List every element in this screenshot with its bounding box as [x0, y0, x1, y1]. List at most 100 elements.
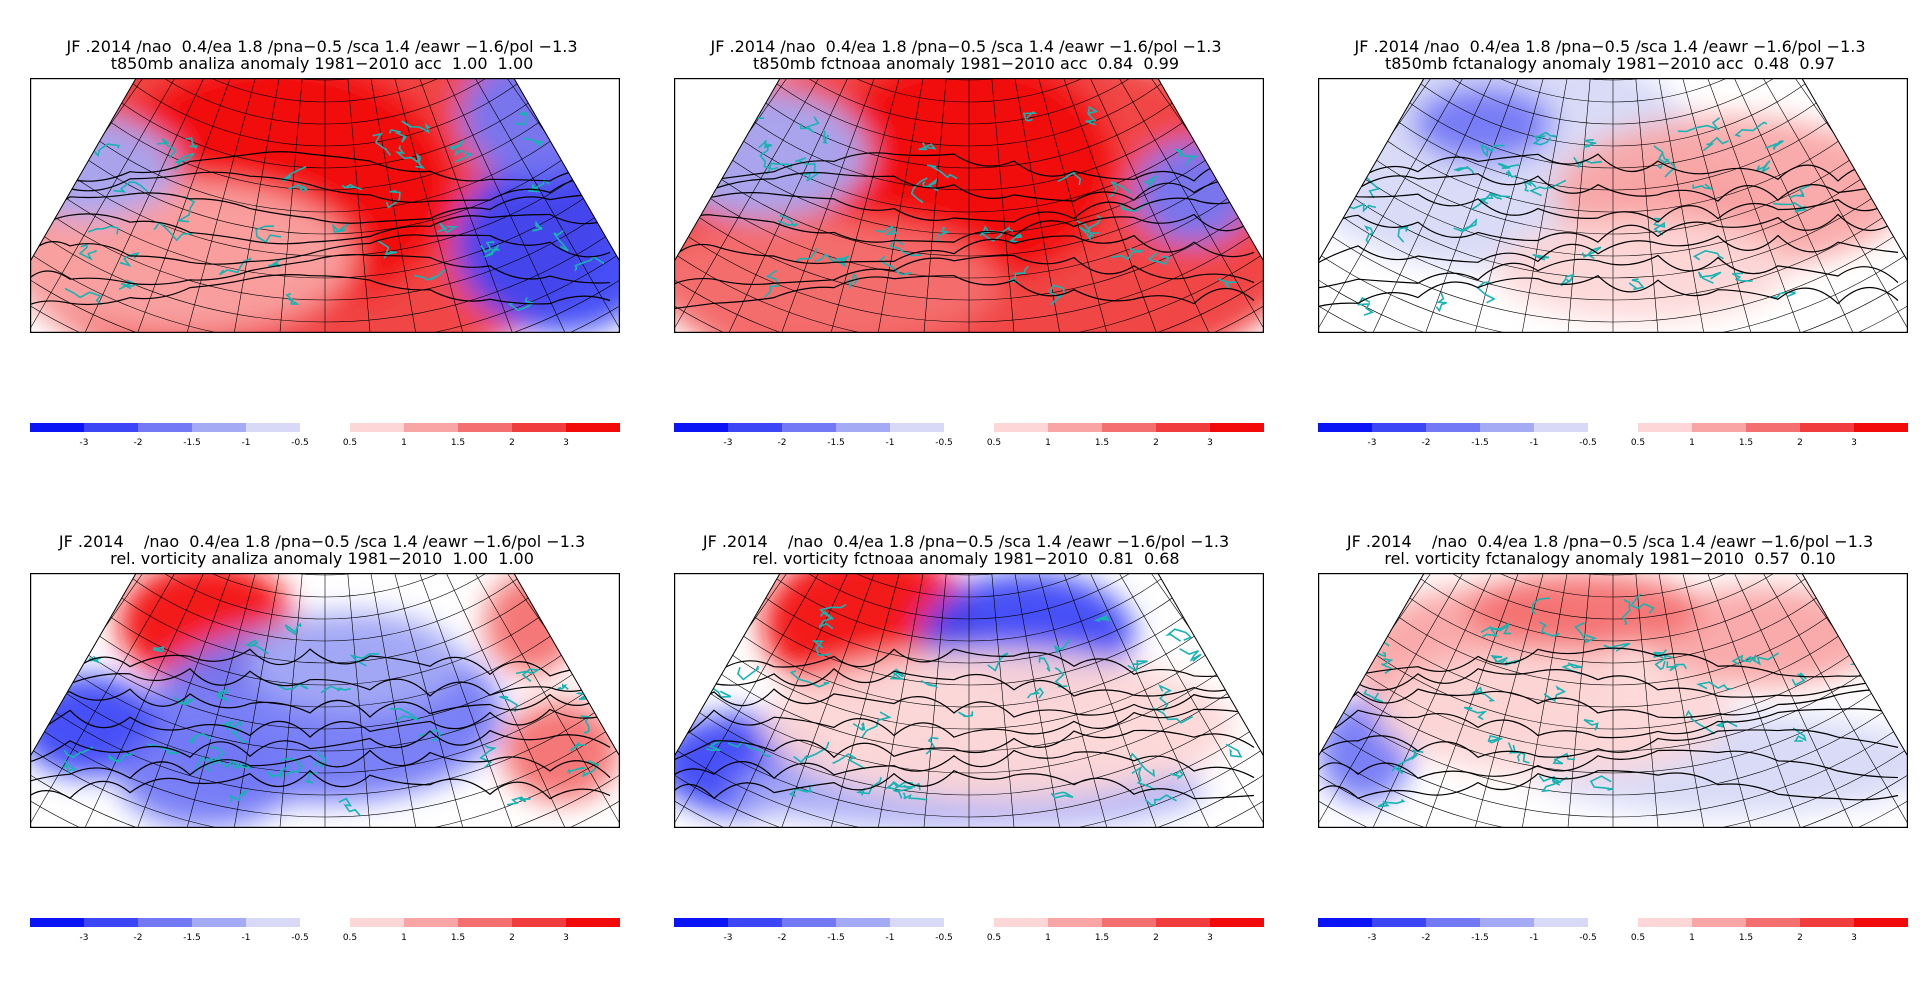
colorbar-swatch-pos [404, 918, 458, 927]
anomaly-map [674, 78, 1264, 333]
colorbar-tick-label: -1.5 [183, 933, 201, 943]
panel-subtitle: t850mb analiza anomaly 1981−2010 acc 1.0… [110, 54, 534, 73]
colorbar-swatch-neg [1534, 918, 1588, 927]
colorbar-swatch-pos [1638, 918, 1692, 927]
colorbar-tick-label: 2 [1153, 438, 1159, 448]
colorbar-tick-label: 1.5 [1739, 933, 1753, 943]
panel-t850-fctnoaa: JF .2014 /nao 0.4/ea 1.8 /pna−0.5 /sca 1… [666, 0, 1266, 448]
colorbar-tick-label: 3 [563, 438, 569, 448]
panel-title: JF .2014 /nao 0.4/ea 1.8 /pna−0.5 /sca 1… [66, 37, 578, 56]
colorbar-swatch-neg [84, 423, 138, 432]
colorbar-tick-label: -1 [242, 438, 251, 448]
colorbar-swatch-neg [30, 423, 84, 432]
colorbar-tick-label: -0.5 [1579, 438, 1597, 448]
colorbar-tick-label: 0.5 [1631, 438, 1645, 448]
colorbar-swatch-pos [1692, 423, 1746, 432]
colorbar-tick-label: 3 [1851, 933, 1857, 943]
panel-subtitle: rel. vorticity fctanalogy anomaly 1981−2… [1384, 549, 1836, 568]
colorbar-tick-label: 3 [1207, 438, 1213, 448]
colorbar-tick-label: 1 [1045, 933, 1051, 943]
colorbar-tick-label: -1 [1530, 933, 1539, 943]
colorbar-swatch-pos [566, 918, 620, 927]
colorbar-tick-label: -3 [80, 438, 89, 448]
colorbar-swatch-neg [30, 918, 84, 927]
colorbar-swatch-neg [1480, 423, 1534, 432]
colorbar-tick-label: 1 [401, 933, 407, 943]
panel-subtitle: rel. vorticity fctnoaa anomaly 1981−2010… [752, 549, 1180, 568]
panel-vort-fctanalogy: JF .2014 /nao 0.4/ea 1.8 /pna−0.5 /sca 1… [1310, 488, 1910, 943]
colorbar-swatch-pos [1102, 918, 1156, 927]
colorbar-swatch-neg [890, 918, 944, 927]
colorbar-swatch-pos [994, 918, 1048, 927]
colorbar-tick-label: -2 [1422, 438, 1431, 448]
anomaly-map [1318, 573, 1908, 828]
colorbar-swatch-neg [138, 423, 192, 432]
colorbar-tick-label: -2 [134, 933, 143, 943]
anomaly-map [674, 573, 1264, 828]
colorbar-swatch-neg [728, 918, 782, 927]
colorbar-tick-label: -0.5 [291, 438, 309, 448]
colorbar-swatch-pos [512, 918, 566, 927]
panel-subtitle: rel. vorticity analiza anomaly 1981−2010… [110, 549, 534, 568]
colorbar-tick-label: -3 [1368, 933, 1377, 943]
colorbar-swatch-pos [1210, 918, 1264, 927]
colorbar-swatch-neg [836, 423, 890, 432]
colorbar-swatch-neg [890, 423, 944, 432]
panel-title: JF .2014 /nao 0.4/ea 1.8 /pna−0.5 /sca 1… [710, 37, 1222, 56]
colorbar-swatch-pos [1854, 423, 1908, 432]
colorbar: -3 -2 -1.5 -1 -0.5 0.5 1 1.5 2 3 [674, 423, 1264, 448]
colorbar-swatch-neg [1372, 423, 1426, 432]
colorbar-swatch-pos [404, 423, 458, 432]
colorbar-tick-label: -1 [242, 933, 251, 943]
colorbar-swatch-pos [1800, 423, 1854, 432]
colorbar-swatch-neg [84, 918, 138, 927]
colorbar-tick-label: -1.5 [1471, 933, 1489, 943]
colorbar-swatch-neg [1318, 423, 1372, 432]
colorbar: -3 -2 -1.5 -1 -0.5 0.5 1 1.5 2 3 [30, 918, 620, 943]
colorbar-swatch-pos [512, 423, 566, 432]
colorbar-tick-label: 2 [509, 438, 515, 448]
anomaly-map [1318, 78, 1908, 333]
colorbar-tick-label: -1.5 [827, 933, 845, 943]
colorbar-tick-label: -2 [778, 438, 787, 448]
panel-title: JF .2014 /nao 0.4/ea 1.8 /pna−0.5 /sca 1… [1354, 37, 1866, 56]
colorbar: -3 -2 -1.5 -1 -0.5 0.5 1 1.5 2 3 [1318, 918, 1908, 943]
colorbar-tick-label: 1 [1689, 933, 1695, 943]
colorbar-swatch-pos [994, 423, 1048, 432]
colorbar-swatch-neg [246, 918, 300, 927]
colorbar-tick-label: 2 [509, 933, 515, 943]
colorbar-swatch-pos [1638, 423, 1692, 432]
colorbar-tick-label: 1.5 [1095, 933, 1109, 943]
colorbar-swatch-pos [1800, 918, 1854, 927]
panel-title: JF .2014 /nao 0.4/ea 1.8 /pna−0.5 /sca 1… [1346, 532, 1874, 551]
colorbar-tick-label: -3 [1368, 438, 1377, 448]
panel-title: JF .2014 /nao 0.4/ea 1.8 /pna−0.5 /sca 1… [58, 532, 586, 551]
colorbar-tick-label: -1 [886, 933, 895, 943]
colorbar-tick-label: 2 [1797, 438, 1803, 448]
colorbar-swatch-pos [1746, 918, 1800, 927]
colorbar-swatch-pos [1746, 423, 1800, 432]
colorbar-swatch-pos [350, 918, 404, 927]
colorbar-tick-label: -1.5 [1471, 438, 1489, 448]
colorbar-swatch-pos [1210, 423, 1264, 432]
colorbar-tick-label: 2 [1153, 933, 1159, 943]
panel-vort-analiza: JF .2014 /nao 0.4/ea 1.8 /pna−0.5 /sca 1… [22, 488, 622, 943]
colorbar-tick-label: 0.5 [343, 438, 357, 448]
colorbar-tick-label: -2 [134, 438, 143, 448]
colorbar-tick-label: 1.5 [1095, 438, 1109, 448]
anomaly-map [30, 573, 620, 828]
colorbar-swatch-neg [138, 918, 192, 927]
colorbar-tick-label: 1 [1689, 438, 1695, 448]
colorbar-tick-label: -3 [724, 438, 733, 448]
colorbar-swatch-pos [1854, 918, 1908, 927]
colorbar: -3 -2 -1.5 -1 -0.5 0.5 1 1.5 2 3 [1318, 423, 1908, 448]
colorbar-tick-label: 0.5 [987, 933, 1001, 943]
colorbar-swatch-neg [192, 918, 246, 927]
colorbar-swatch-neg [1480, 918, 1534, 927]
colorbar-tick-label: -3 [724, 933, 733, 943]
colorbar: -3 -2 -1.5 -1 -0.5 0.5 1 1.5 2 3 [674, 918, 1264, 943]
colorbar-tick-label: -0.5 [1579, 933, 1597, 943]
colorbar-tick-label: 3 [1851, 438, 1857, 448]
colorbar-swatch-neg [728, 423, 782, 432]
colorbar-tick-label: -1 [1530, 438, 1539, 448]
